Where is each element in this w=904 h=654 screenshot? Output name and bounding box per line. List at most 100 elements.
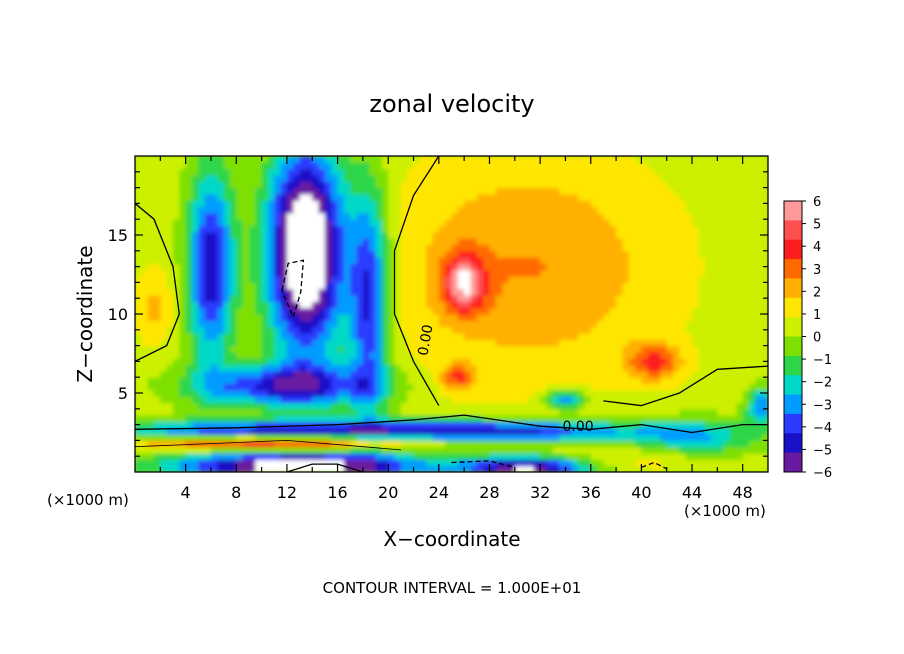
- heatmap-cell: [704, 231, 712, 239]
- heatmap-cell: [540, 351, 548, 359]
- heatmap-cell: [742, 345, 750, 353]
- heatmap-cell: [350, 332, 358, 340]
- heatmap-cell: [698, 314, 706, 321]
- heatmap-cell: [483, 446, 491, 454]
- heatmap-cell: [514, 459, 522, 467]
- heatmap-cell: [603, 225, 611, 233]
- heatmap-cell: [153, 231, 161, 239]
- heatmap-cell: [381, 358, 389, 366]
- heatmap-cell: [578, 320, 586, 328]
- heatmap-cell: [350, 364, 358, 372]
- heatmap-cell: [654, 446, 661, 454]
- heatmap-cell: [666, 427, 674, 435]
- heatmap-cell: [654, 383, 661, 391]
- heatmap-cell: [135, 174, 142, 182]
- heatmap-cell: [533, 339, 541, 347]
- heatmap-cell: [432, 364, 440, 372]
- heatmap-cell: [622, 332, 630, 340]
- heatmap-cell: [267, 263, 275, 271]
- heatmap-cell: [540, 320, 548, 328]
- heatmap-cell: [299, 453, 307, 460]
- heatmap-cell: [166, 358, 174, 366]
- heatmap-cell: [717, 200, 725, 208]
- heatmap-cell: [742, 358, 750, 366]
- heatmap-cell: [635, 187, 642, 195]
- heatmap-cell: [533, 263, 541, 271]
- heatmap-cell: [717, 238, 725, 246]
- heatmap-cell: [236, 314, 244, 321]
- heatmap-cell: [736, 459, 744, 467]
- heatmap-cell: [280, 212, 288, 220]
- heatmap-cell: [331, 402, 339, 410]
- heatmap-cell: [590, 225, 598, 233]
- heatmap-cell: [502, 162, 510, 170]
- heatmap-cell: [704, 314, 712, 321]
- heatmap-cell: [375, 453, 383, 460]
- heatmap-cell: [761, 345, 768, 353]
- heatmap-cell: [267, 250, 275, 258]
- heatmap-cell: [559, 193, 567, 201]
- heatmap-cell: [388, 408, 396, 416]
- heatmap-cell: [432, 244, 440, 252]
- heatmap-cell: [590, 276, 598, 283]
- heatmap-cell: [299, 181, 307, 189]
- heatmap-cell: [337, 351, 345, 359]
- heatmap-cell: [451, 421, 459, 429]
- heatmap-cell: [210, 193, 218, 201]
- heatmap-cell: [147, 269, 155, 277]
- heatmap-cell: [742, 383, 750, 391]
- heatmap-cell: [210, 156, 218, 163]
- heatmap-cell: [571, 301, 579, 309]
- heatmap-cell: [135, 244, 142, 252]
- heatmap-cell: [685, 206, 693, 214]
- heatmap-cell: [426, 345, 434, 353]
- heatmap-cell: [369, 193, 377, 201]
- heatmap-cell: [350, 200, 358, 208]
- heatmap-cell: [470, 421, 478, 429]
- heatmap-cell: [153, 440, 161, 448]
- heatmap-cell: [356, 212, 364, 220]
- heatmap-cell: [141, 358, 149, 366]
- heatmap-cell: [603, 288, 611, 296]
- heatmap-cell: [293, 200, 301, 208]
- heatmap-cell: [223, 276, 231, 283]
- heatmap-cell: [166, 162, 174, 170]
- heatmap-cell: [578, 162, 586, 170]
- heatmap-cell: [533, 250, 541, 258]
- heatmap-cell: [622, 263, 630, 271]
- heatmap-cell: [369, 383, 377, 391]
- heatmap-cell: [185, 200, 193, 208]
- heatmap-cell: [445, 415, 453, 423]
- heatmap-cell: [350, 282, 358, 290]
- heatmap-cell: [628, 396, 636, 404]
- heatmap-cell: [356, 339, 364, 347]
- heatmap-cell: [153, 187, 161, 195]
- heatmap-cell: [590, 156, 598, 163]
- heatmap-cell: [223, 212, 231, 220]
- heatmap-cell: [673, 288, 680, 296]
- heatmap-cell: [464, 440, 472, 448]
- heatmap-cell: [597, 162, 605, 170]
- heatmap-cell: [755, 415, 763, 423]
- heatmap-cell: [736, 446, 744, 454]
- heatmap-cell: [223, 459, 231, 467]
- heatmap-cell: [698, 288, 706, 296]
- heatmap-cell: [331, 212, 339, 220]
- heatmap-cell: [267, 269, 275, 277]
- heatmap-cell: [527, 257, 535, 265]
- heatmap-cell: [324, 427, 332, 435]
- heatmap-cell: [248, 402, 256, 410]
- heatmap-cell: [293, 415, 301, 423]
- heatmap-cell: [597, 231, 605, 239]
- heatmap-cell: [445, 269, 453, 277]
- heatmap-cell: [381, 225, 389, 233]
- heatmap-cell: [153, 276, 161, 283]
- heatmap-cell: [135, 459, 142, 467]
- heatmap-cell: [331, 250, 339, 258]
- heatmap-cell: [400, 212, 408, 220]
- heatmap-cell: [457, 459, 465, 467]
- heatmap-cell: [179, 193, 187, 201]
- heatmap-cell: [609, 446, 617, 454]
- heatmap-cell: [261, 225, 269, 233]
- heatmap-cell: [305, 263, 313, 271]
